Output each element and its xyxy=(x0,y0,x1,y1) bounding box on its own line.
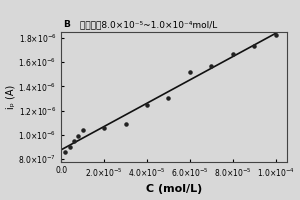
Point xyxy=(102,126,106,129)
Point xyxy=(166,97,171,100)
Text: 线性范围8.0×10⁻⁵~1.0×10⁻⁴mol/L: 线性范围8.0×10⁻⁵~1.0×10⁻⁴mol/L xyxy=(77,20,217,29)
Point xyxy=(209,64,214,67)
X-axis label: C (mol/L): C (mol/L) xyxy=(146,184,202,194)
Point xyxy=(145,103,149,106)
Y-axis label: iₚ (A): iₚ (A) xyxy=(6,85,16,109)
Text: B: B xyxy=(63,20,70,29)
Point xyxy=(188,70,192,73)
Point xyxy=(72,139,76,143)
Point xyxy=(252,45,257,48)
Point xyxy=(80,128,85,132)
Point xyxy=(67,145,72,149)
Point xyxy=(230,52,235,55)
Point xyxy=(274,34,278,37)
Point xyxy=(76,135,81,138)
Point xyxy=(63,150,68,154)
Point xyxy=(123,122,128,126)
